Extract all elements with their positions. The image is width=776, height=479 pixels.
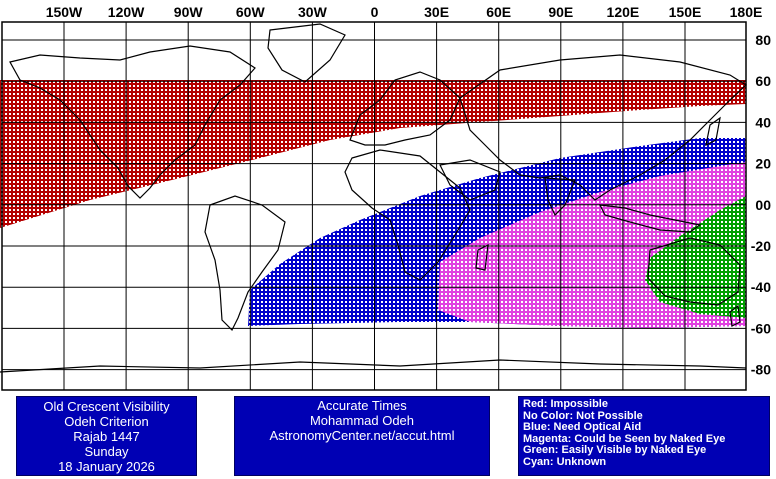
- antarctica-coast: [0, 359, 747, 373]
- longitude-label: 0: [371, 4, 379, 20]
- title-line-2: Odeh Criterion: [64, 414, 149, 429]
- latitude-label: -80: [751, 362, 771, 378]
- visibility-zones: [0, 80, 746, 328]
- latitude-label: -40: [751, 279, 771, 295]
- graticule: [2, 22, 746, 390]
- legend-green: Green: Easily Visible by Naked Eye: [523, 444, 707, 456]
- longitude-label: 120W: [108, 4, 145, 20]
- new-zealand-coast: [729, 304, 741, 327]
- legend-cyan: Cyan: Unknown: [523, 455, 607, 468]
- credit-line-2: Mohammad Odeh: [309, 413, 415, 428]
- coastlines: [0, 23, 747, 373]
- longitude-label: 30E: [424, 4, 449, 20]
- legend-blue: Blue: Need Optical Aid: [523, 421, 642, 433]
- visibility-map: 150W 120W 90W 60W 30W 0 30E 60E 90E 120E 150E 180E …: [0, 4, 771, 391]
- madagascar-coast: [475, 243, 489, 271]
- longitude-label: 90W: [174, 4, 204, 20]
- india-coast: [544, 177, 576, 217]
- north-america-coast: [9, 45, 256, 199]
- latitude-label: 80: [755, 32, 771, 48]
- latitude-label: 60: [755, 73, 771, 89]
- longitude-label: 150E: [669, 4, 702, 20]
- credit-box: Accurate Times Mohammad Odeh AstronomyCe…: [234, 396, 490, 476]
- title-box: Old Crescent Visibility Odeh Criterion R…: [16, 396, 197, 476]
- longitude-label: 90E: [548, 4, 573, 20]
- latitude-label: 40: [755, 114, 771, 130]
- longitude-label: 180E: [730, 4, 763, 20]
- latitude-labels: 80 60 40 20 00 -20 -40 -60 -80: [751, 32, 771, 378]
- arabia-coast: [439, 159, 501, 201]
- longitude-label: 60W: [236, 4, 266, 20]
- latitude-label: -20: [751, 238, 771, 254]
- longitude-label: 120E: [607, 4, 640, 20]
- latitude-label: 20: [755, 156, 771, 172]
- world-map-svg: 150W 120W 90W 60W 30W 0 30E 60E 90E 120E 150E 180E …: [0, 4, 771, 391]
- latitude-label: -60: [751, 320, 771, 336]
- longitude-label: 60E: [486, 4, 511, 20]
- latitude-label: 00: [755, 197, 771, 213]
- legend-magenta: Magenta: Could be Seen by Naked Eye: [523, 432, 726, 445]
- south-america-coast: [204, 195, 286, 332]
- legend-box: Red: Impossible No Color: Not Possible B…: [518, 396, 770, 476]
- credit-line-1: Accurate Times: [317, 398, 407, 413]
- indonesia-coast: [598, 204, 702, 233]
- legend-no-color: No Color: Not Possible: [523, 409, 643, 422]
- map-frame: [1, 21, 747, 391]
- zone-impossible: [0, 80, 746, 228]
- title-line-3: Rajab 1447: [73, 429, 140, 444]
- legend-red: Red: Impossible: [523, 398, 608, 410]
- credit-link[interactable]: AstronomyCenter.net/accut.html: [269, 428, 455, 443]
- longitude-label: 150W: [46, 4, 83, 20]
- asia-coast: [459, 54, 747, 201]
- title-line-1: Old Crescent Visibility: [43, 399, 170, 414]
- title-line-5: 18 January 2026: [58, 459, 155, 474]
- longitude-label: 30W: [298, 4, 328, 20]
- title-line-4: Sunday: [84, 444, 129, 459]
- japan-coast: [705, 116, 721, 147]
- longitude-labels: 150W 120W 90W 60W 30W 0 30E 60E 90E 120E 150E 180E: [46, 4, 763, 20]
- greenland-coast: [267, 23, 346, 83]
